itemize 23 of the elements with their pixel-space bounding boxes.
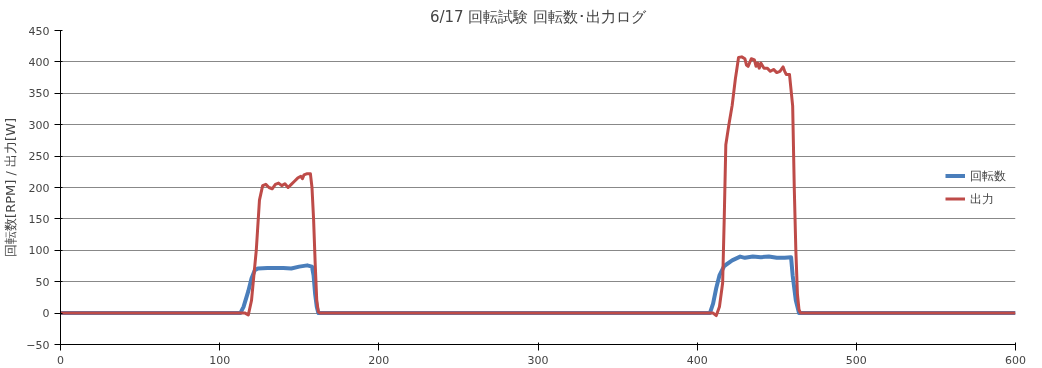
x-tick-label: 300 bbox=[527, 353, 549, 367]
y-tick-label: 300 bbox=[28, 118, 50, 132]
x-tick-label: 400 bbox=[686, 353, 708, 367]
y-axis-title: 回転数[RPM] / 出力[W] bbox=[3, 118, 19, 257]
x-tick-label: 100 bbox=[209, 353, 231, 367]
x-tick-label: 600 bbox=[1005, 353, 1026, 367]
y-tick-label: 450 bbox=[28, 24, 50, 38]
y-tick-label: −50 bbox=[26, 338, 50, 352]
chart-title: 6/17 回転試験 回転数･出力ログ bbox=[429, 7, 648, 26]
x-tick-label: 200 bbox=[368, 353, 390, 367]
y-tick-label: 150 bbox=[28, 212, 50, 226]
line-series bbox=[60, 55, 1016, 318]
y-tick-label: 400 bbox=[28, 55, 50, 69]
y-tick-label: 50 bbox=[35, 275, 50, 289]
legend-label: 出力 bbox=[970, 190, 995, 207]
x-tick-label: 500 bbox=[845, 353, 867, 367]
x-tick-label: 0 bbox=[57, 353, 64, 367]
y-tick-label: 100 bbox=[28, 244, 50, 258]
y-tick-label: 250 bbox=[28, 150, 50, 164]
y-tick-label: 350 bbox=[28, 87, 50, 101]
legend-label: 回転数 bbox=[970, 167, 1007, 184]
y-tick-label: 200 bbox=[28, 181, 50, 195]
y-tick-label: 0 bbox=[42, 307, 50, 321]
